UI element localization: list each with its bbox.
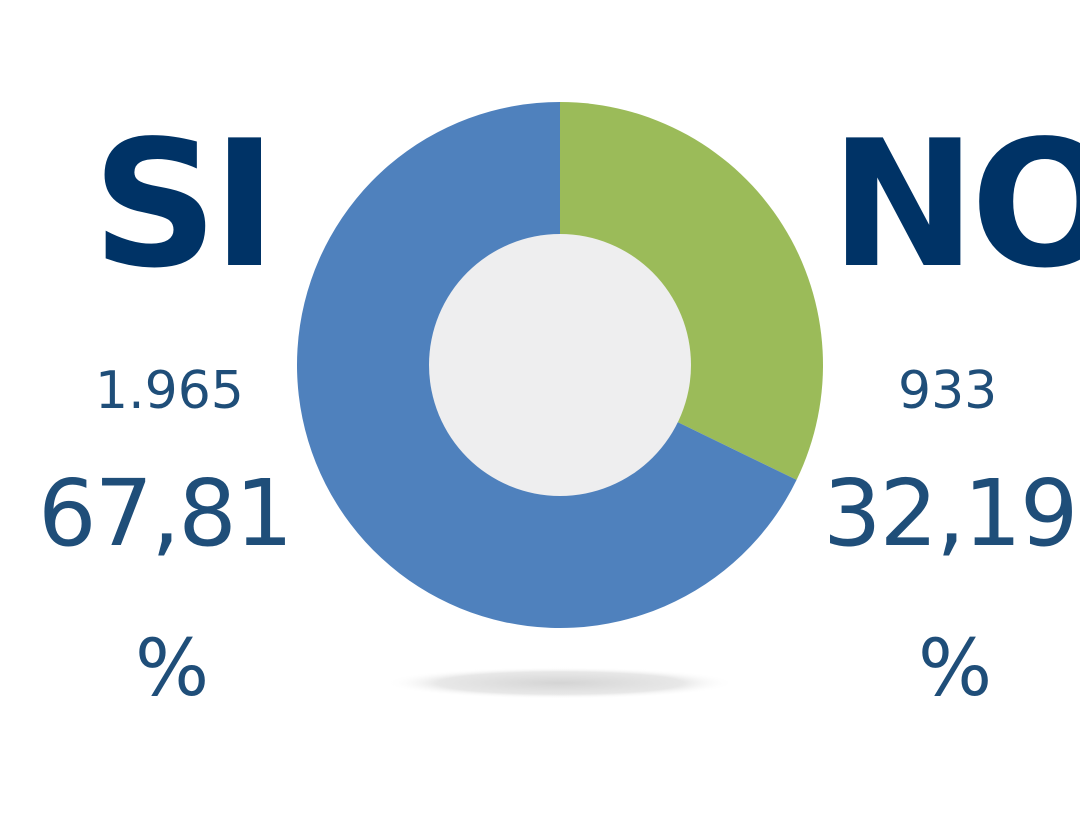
no-percentage: 32,19 bbox=[823, 460, 1078, 567]
si-label: SI bbox=[92, 104, 277, 307]
no-count: 933 bbox=[898, 361, 998, 421]
donut-hole bbox=[429, 234, 691, 496]
si-percent-sign: % bbox=[135, 624, 210, 714]
chart-shadow bbox=[385, 667, 735, 699]
si-percentage: 67,81 bbox=[38, 460, 293, 567]
si-count: 1.965 bbox=[95, 361, 244, 421]
no-label: NO bbox=[830, 104, 1080, 307]
no-percent-sign: % bbox=[918, 624, 993, 714]
